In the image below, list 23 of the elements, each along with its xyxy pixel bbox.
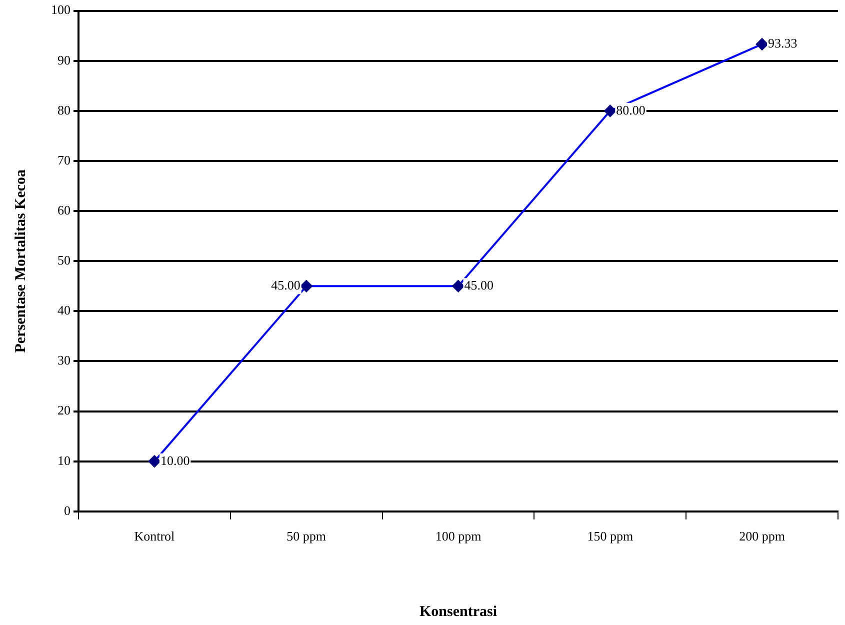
y-tick-label: 10 — [58, 452, 70, 468]
x-tick-label: 50 ppm — [286, 528, 326, 544]
y-tick-label: 30 — [58, 352, 70, 368]
data-label: 10.00 — [160, 452, 190, 468]
data-label: 45.00 — [464, 278, 494, 293]
y-tick-label: 80 — [58, 102, 70, 118]
y-tick-label: 20 — [58, 402, 70, 418]
data-label: 80.00 — [616, 102, 646, 118]
y-tick-label: 60 — [58, 202, 70, 218]
y-tick-label: 70 — [58, 152, 70, 168]
x-axis-title: Konsentrasi — [419, 604, 498, 620]
x-tick-label: 150 ppm — [587, 528, 634, 544]
y-tick-label: 90 — [58, 52, 70, 68]
y-tick-label: 0 — [64, 502, 70, 518]
x-tick-label: 100 ppm — [435, 528, 482, 544]
y-tick-label: 100 — [51, 2, 70, 18]
data-label: 93.33 — [768, 36, 798, 51]
x-tick-label: Kontrol — [134, 528, 176, 544]
y-tick-label: 40 — [58, 302, 70, 318]
data-label: 45.00 — [271, 278, 300, 293]
y-tick-label: 50 — [58, 252, 70, 268]
y-axis-title: Persentase Mortalitas Kecoa — [12, 168, 29, 353]
x-tick-label: 200 ppm — [739, 528, 785, 544]
